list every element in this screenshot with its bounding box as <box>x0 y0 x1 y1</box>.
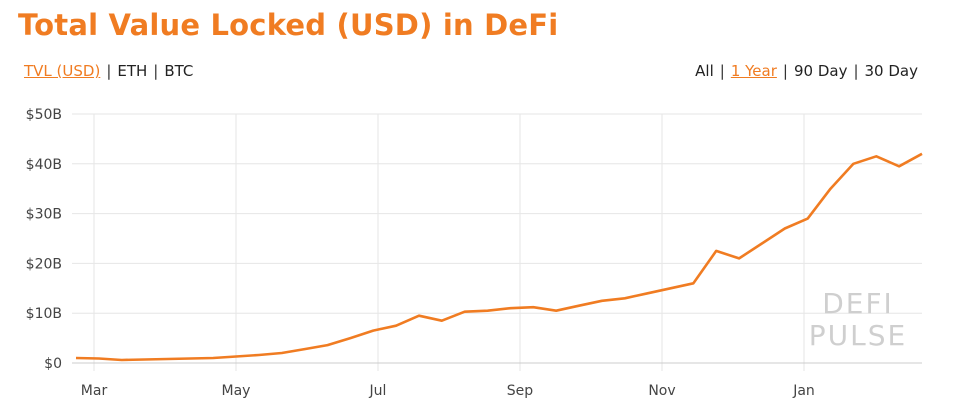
currency-toggle-group: TVL (USD) | ETH | BTC <box>24 62 193 80</box>
y-tick-label: $0 <box>44 356 62 372</box>
y-axis: $0 $10B $20B $30B $40B $50B <box>26 107 62 372</box>
watermark-line-2: PULSE <box>809 319 907 352</box>
range-90-day[interactable]: 90 Day <box>793 62 848 80</box>
x-axis: Mar May Jul Sep Nov Jan <box>81 383 815 399</box>
x-tick-label: Jul <box>369 383 387 399</box>
tvl-line-chart: $0 $10B $20B $30B $40B $50B Mar May Jul Sep Nov Ja… <box>26 107 923 399</box>
toggle-eth[interactable]: ETH <box>117 62 148 80</box>
separator: | <box>853 62 859 80</box>
y-tick-label: $40B <box>26 157 62 173</box>
series <box>75 152 923 362</box>
y-tick-label: $30B <box>26 207 62 223</box>
x-tick-label: Nov <box>648 383 675 399</box>
x-tick-label: May <box>222 383 251 399</box>
y-tick-label: $10B <box>26 306 62 322</box>
watermark: DEFI PULSE <box>809 287 907 352</box>
separator: | <box>153 62 159 80</box>
y-tick-label: $50B <box>26 107 62 123</box>
watermark-line-1: DEFI <box>822 287 894 320</box>
range-toggle-group: All | 1 Year | 90 Day | 30 Day <box>695 62 918 80</box>
toggle-btc[interactable]: BTC <box>164 62 194 80</box>
grid <box>72 113 922 371</box>
range-1-year[interactable]: 1 Year <box>730 62 777 80</box>
separator: | <box>782 62 788 80</box>
x-tick-label: Sep <box>507 383 534 399</box>
y-tick-label: $20B <box>26 256 62 272</box>
x-tick-label: Mar <box>81 383 108 399</box>
tvl-series-line <box>75 152 923 362</box>
range-30-day[interactable]: 30 Day <box>864 62 918 80</box>
x-tick-label: Jan <box>792 383 815 399</box>
range-all[interactable]: All <box>695 62 714 80</box>
separator: | <box>106 62 112 80</box>
separator: | <box>719 62 725 80</box>
chart-title: Total Value Locked (USD) in DeFi <box>18 8 559 42</box>
toggle-tvl-usd[interactable]: TVL (USD) <box>24 62 101 80</box>
